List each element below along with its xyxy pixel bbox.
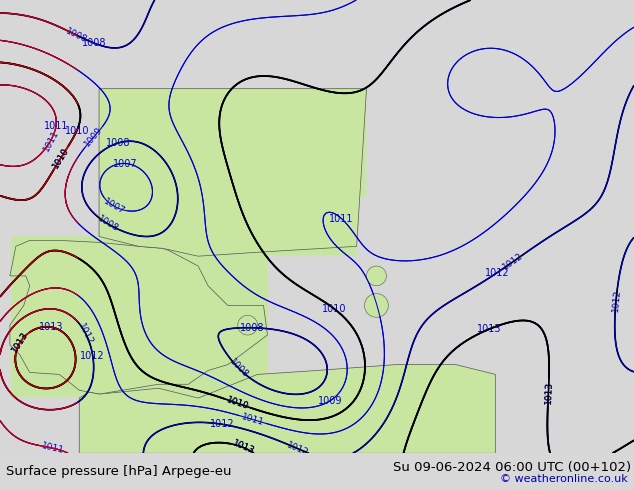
Text: 1012: 1012 [81, 350, 105, 361]
Text: 1012: 1012 [611, 288, 622, 312]
Text: 1009: 1009 [318, 396, 342, 406]
Text: 1013: 1013 [231, 439, 256, 456]
Text: 1012: 1012 [77, 321, 95, 346]
Text: 1011: 1011 [330, 214, 354, 223]
Text: 1012: 1012 [485, 268, 510, 277]
Text: Su 09-06-2024 06:00 UTC (00+102): Su 09-06-2024 06:00 UTC (00+102) [393, 462, 631, 474]
Text: © weatheronline.co.uk: © weatheronline.co.uk [500, 474, 628, 485]
Text: 1013: 1013 [10, 330, 30, 354]
Text: 1008: 1008 [65, 26, 89, 44]
Text: 1013: 1013 [543, 380, 553, 404]
Text: 1013: 1013 [543, 380, 553, 404]
Text: 1009: 1009 [83, 125, 105, 148]
PathPatch shape [99, 89, 366, 256]
Text: 1010: 1010 [225, 395, 250, 411]
Text: 1007: 1007 [102, 197, 127, 216]
Text: 1012: 1012 [286, 440, 310, 457]
Circle shape [366, 266, 386, 286]
Text: 1010: 1010 [65, 125, 89, 136]
Text: 1010: 1010 [322, 304, 347, 314]
Text: 1008: 1008 [227, 357, 250, 379]
Text: 1010: 1010 [51, 146, 71, 170]
Text: 1013: 1013 [39, 322, 63, 332]
Text: 1007: 1007 [113, 158, 138, 169]
Text: 1008: 1008 [82, 38, 106, 48]
Text: 1013: 1013 [10, 330, 30, 354]
Text: 1013: 1013 [231, 439, 256, 456]
Text: 1011: 1011 [41, 128, 60, 152]
Text: 1012: 1012 [501, 251, 525, 272]
Text: 1011: 1011 [40, 441, 65, 455]
Text: 1011: 1011 [240, 412, 265, 427]
Circle shape [365, 294, 388, 317]
Text: 1010: 1010 [51, 146, 71, 170]
PathPatch shape [10, 241, 268, 394]
Text: 1008: 1008 [106, 138, 130, 148]
Text: 1013: 1013 [477, 324, 501, 334]
Text: 1008: 1008 [240, 323, 265, 333]
Circle shape [238, 315, 257, 335]
Text: 1010: 1010 [225, 395, 250, 411]
Text: Surface pressure [hPa] Arpege-eu: Surface pressure [hPa] Arpege-eu [6, 465, 232, 478]
Text: 1011: 1011 [44, 121, 68, 131]
Text: 1012: 1012 [210, 419, 235, 429]
Text: 1008: 1008 [96, 214, 120, 234]
PathPatch shape [79, 365, 495, 453]
